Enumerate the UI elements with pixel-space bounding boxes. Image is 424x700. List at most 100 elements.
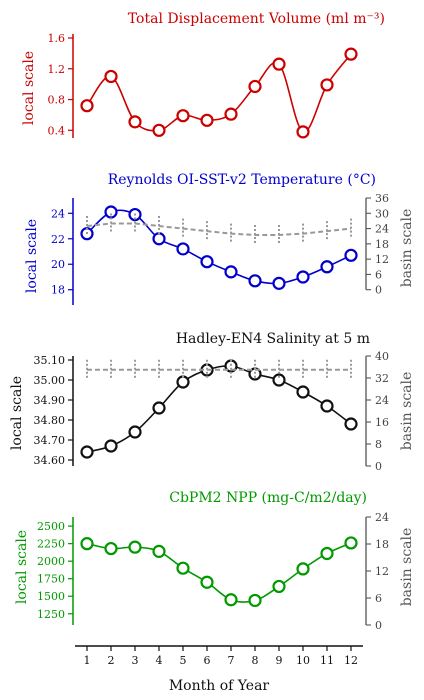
y-tick-label: 1.2 [48,63,66,76]
y-tick-label: 0.4 [48,124,66,137]
data-point [200,575,214,589]
data-point [176,109,190,123]
data-point [200,113,214,127]
data-point [104,69,118,84]
data-point [104,205,118,219]
data-point [296,562,310,576]
x-tick-label: 3 [132,654,139,667]
x-tick-label: 10 [296,654,310,667]
data-point [272,579,286,594]
data-point [176,242,190,256]
y2-tick-label: 30 [375,207,389,220]
data-point [152,232,166,246]
y-axis-label: local scale [9,376,25,450]
y2-tick-label: 6 [375,268,382,281]
data-point [128,425,142,439]
y2-axis-label: basin scale [399,209,415,288]
x-axis-label: Month of Year [169,678,270,694]
panel-4: CbPM2 NPP (mg-C/m2/day) 1250 1500 1750 2000 2… [14,490,415,632]
y-tick-label: 0.8 [48,94,66,107]
data-point [152,401,166,415]
y-tick-label: 20 [51,258,65,271]
data-point [104,541,118,556]
data-point [224,107,238,121]
data-point [344,47,358,61]
data-point [200,255,214,269]
x-tick-label: 5 [180,654,187,667]
data-point [272,57,286,71]
basin-series-line [86,222,352,236]
y-tick-label: 18 [51,284,65,297]
data-point [296,270,310,284]
y-tick-label: 35.10 [34,354,66,367]
data-point [176,375,190,389]
data-point [224,593,238,607]
x-tick-label: 11 [320,654,334,667]
data-point [272,276,286,290]
panel-1: Total Displacement Volume (ml m⁻³) 0.4 0.8… [21,11,385,139]
data-point [80,537,94,551]
x-tick-label: 9 [276,654,283,667]
data-point [248,274,262,288]
y2-tick-label: 36 [375,192,389,205]
y-axis-label: local scale [21,51,37,125]
y-tick-label: 34.90 [34,394,66,407]
data-point [152,123,166,137]
x-tick-label: 2 [108,654,115,667]
x-tick-label: 7 [228,654,235,667]
y-tick-label: 2500 [37,520,65,533]
y2-tick-label: 0 [375,619,382,632]
x-tick-label: 12 [344,654,358,667]
data-point [296,385,310,399]
y-tick-label: 22 [51,233,65,246]
y-axis-label: local scale [24,219,40,293]
y2-axis-label: basin scale [399,372,415,451]
series-line [86,53,352,133]
data-point [344,248,358,262]
y2-tick-label: 40 [375,350,389,363]
y2-tick-label: 0 [375,284,382,297]
y-tick-label: 1750 [37,573,65,586]
series-line [86,542,352,603]
data-point [104,439,118,453]
data-point [344,536,358,550]
data-point [344,417,358,431]
data-point [248,593,262,608]
data-point [128,115,142,129]
y-tick-label: 34.80 [34,414,66,427]
y-tick-label: 35.00 [34,374,66,387]
y-tick-label: 2250 [37,538,65,551]
x-tick-label: 1 [84,654,91,667]
y2-tick-label: 6 [375,592,382,605]
series-line [86,209,352,285]
panel-2: Reynolds OI-SST-v2 Temperature (°C) 18 20 2… [24,172,415,305]
x-tick-label: 6 [204,654,211,667]
y2-tick-label: 18 [375,538,389,551]
data-point [296,125,310,139]
panel-title: CbPM2 NPP (mg-C/m2/day) [169,490,367,506]
data-point [224,265,238,279]
series-line [86,365,352,453]
y-tick-label: 34.60 [34,454,66,467]
panel-title: Hadley-EN4 Salinity at 5 m [176,331,370,347]
y-tick-label: 24 [51,207,65,220]
y2-axis-label: basin scale [399,528,415,607]
data-point [320,78,334,92]
y2-tick-label: 8 [375,438,382,451]
data-point [320,546,334,561]
data-point [80,99,94,113]
y2-tick-label: 24 [375,511,389,524]
y2-tick-label: 24 [375,394,389,407]
y-axis-label: local scale [14,530,30,604]
y2-tick-label: 18 [375,238,389,251]
data-point [80,445,94,459]
panel-3: Hadley-EN4 Salinity at 5 m 34.60 34.70 34.8… [9,331,415,473]
y-tick-label: 1.6 [48,32,66,45]
data-point [248,79,262,94]
data-point [320,399,334,413]
y2-tick-label: 12 [375,565,389,578]
y2-tick-label: 24 [375,223,389,236]
panel-title: Reynolds OI-SST-v2 Temperature (°C) [108,172,376,188]
data-point [320,260,334,274]
